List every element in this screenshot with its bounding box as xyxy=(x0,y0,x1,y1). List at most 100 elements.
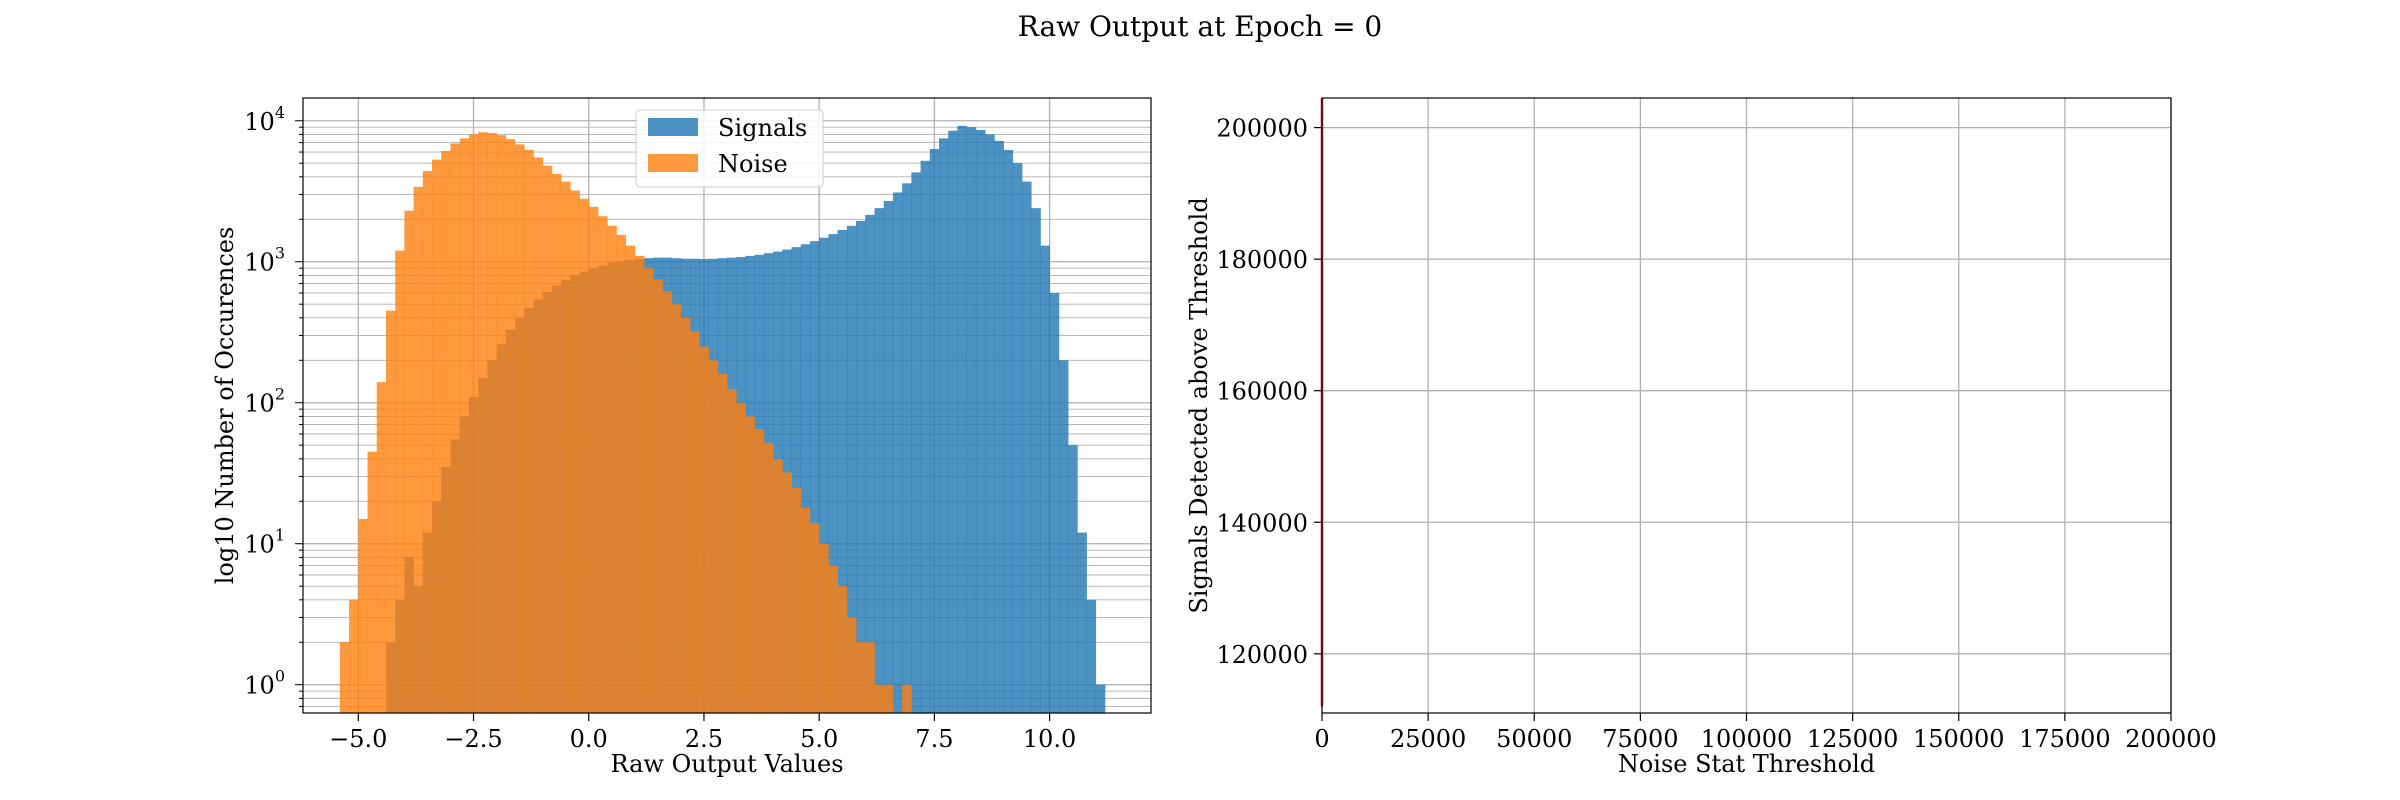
histogram-y-axis-label: log10 Number of Occurences xyxy=(211,227,239,585)
noise-bar xyxy=(441,151,451,713)
noise-bar xyxy=(588,206,599,713)
noise-bar xyxy=(450,143,461,713)
noise-bar xyxy=(570,190,580,713)
x-tick-label: 7.5 xyxy=(915,725,953,753)
signals-bar xyxy=(911,172,921,713)
noise-bar xyxy=(653,279,663,713)
noise-bar xyxy=(478,132,488,713)
histogram-legend: Signals Noise xyxy=(635,109,824,188)
noise-bar xyxy=(634,255,645,714)
threshold-x-ticks: 0 25000 50000 75000 100000 125000 150000 175000… xyxy=(1314,713,2217,753)
noise-bar xyxy=(515,144,525,714)
y-tick-label: 140000 xyxy=(1216,509,1308,537)
threshold-panel: 0 25000 50000 75000 100000 125000 150000 175000… xyxy=(1185,97,2217,778)
x-tick-label: 5.0 xyxy=(800,725,838,753)
signals-bar xyxy=(1021,181,1032,714)
noise-bar xyxy=(496,135,507,713)
signals-bar xyxy=(994,140,1004,713)
noise-bar xyxy=(680,317,691,713)
noise-bar xyxy=(717,373,728,713)
signals-bar xyxy=(920,160,931,713)
noise-bar xyxy=(468,134,479,713)
noise-bar xyxy=(644,268,654,713)
y-tick-label: 200000 xyxy=(1216,115,1308,143)
noise-bar xyxy=(459,138,470,714)
noise-bar xyxy=(376,382,387,713)
signals-bar xyxy=(874,208,885,713)
x-tick-label: −2.5 xyxy=(444,725,502,753)
signals-bar xyxy=(791,247,802,713)
signals-bar xyxy=(1095,684,1106,713)
histogram-x-axis-label: Raw Output Values xyxy=(610,750,843,778)
noise-bar xyxy=(828,565,839,713)
signals-bar xyxy=(856,220,866,713)
signals-bar xyxy=(929,149,940,714)
y-tick-label: 100 xyxy=(244,667,285,700)
signals-bar xyxy=(837,229,848,714)
noise-bar xyxy=(736,402,746,713)
signals-bar xyxy=(902,183,912,714)
noise-bar xyxy=(616,234,627,713)
noise-bar xyxy=(349,599,359,713)
legend-label-noise: Noise xyxy=(718,150,788,178)
x-tick-label: 10.0 xyxy=(1023,725,1076,753)
y-tick-label: 103 xyxy=(244,244,285,277)
noise-bar xyxy=(856,642,866,713)
histogram-y-ticks: 100 101 102 103 104 xyxy=(244,103,303,708)
threshold-y-ticks: 120000 140000 160000 180000 200000 xyxy=(1216,115,1322,669)
x-tick-label: 0 xyxy=(1314,725,1329,753)
y-tick-label: 102 xyxy=(244,385,285,418)
noise-bar xyxy=(727,389,737,713)
histogram-panel: −5.0 −2.5 0.0 2.5 5.0 7.5 10.0 100 101 102 103 104… xyxy=(211,97,1152,778)
noise-bar xyxy=(662,291,673,713)
signals-bar xyxy=(1058,360,1069,713)
noise-bar xyxy=(422,171,433,713)
signals-bar xyxy=(957,125,968,713)
signals-bar xyxy=(948,130,958,713)
signals-bar xyxy=(828,234,839,713)
signals-bar xyxy=(800,244,811,713)
noise-bar xyxy=(699,346,709,713)
signals-bar xyxy=(1086,599,1097,713)
noise-bar xyxy=(782,472,792,713)
noise-bar xyxy=(597,216,608,713)
signals-bar xyxy=(883,200,894,714)
noise-bar xyxy=(819,543,829,713)
signals-bar xyxy=(985,134,995,713)
signals-bar xyxy=(846,225,857,713)
x-tick-label: −5.0 xyxy=(329,725,387,753)
noise-bar xyxy=(865,642,875,713)
noise-bar xyxy=(413,186,424,713)
signals-bar xyxy=(1068,445,1078,713)
noise-bar xyxy=(846,617,857,713)
noise-bar xyxy=(524,150,534,713)
x-tick-label: 150000 xyxy=(1913,725,2005,753)
noise-bar xyxy=(432,159,442,714)
noise-bar xyxy=(404,210,415,714)
noise-bar xyxy=(671,304,682,713)
threshold-gridlines xyxy=(1321,98,2172,713)
noise-bar xyxy=(367,451,378,713)
noise-bar xyxy=(837,586,848,713)
histogram-frame xyxy=(302,97,1152,714)
x-tick-label: 2.5 xyxy=(685,725,723,753)
noise-bar xyxy=(607,225,617,713)
signals-bar xyxy=(1077,532,1087,713)
noise-bar xyxy=(773,458,783,713)
signals-bar xyxy=(819,237,829,713)
threshold-x-axis-label: Noise Stat Threshold xyxy=(1618,750,1875,778)
x-tick-label: 75000 xyxy=(1602,725,1678,753)
x-tick-label: 200000 xyxy=(2125,725,2217,753)
noise-bar xyxy=(579,198,590,713)
noise-bar xyxy=(542,165,553,714)
noise-bar xyxy=(902,684,912,713)
noise-bar xyxy=(487,132,497,713)
y-tick-label: 180000 xyxy=(1216,246,1308,274)
legend-swatch-signals xyxy=(648,118,698,136)
noise-bar xyxy=(551,173,562,713)
noise-bar xyxy=(791,487,802,713)
signals-bar xyxy=(966,127,977,713)
signals-bar xyxy=(1049,293,1060,713)
y-tick-label: 160000 xyxy=(1216,378,1308,406)
x-tick-label: 25000 xyxy=(1390,725,1466,753)
